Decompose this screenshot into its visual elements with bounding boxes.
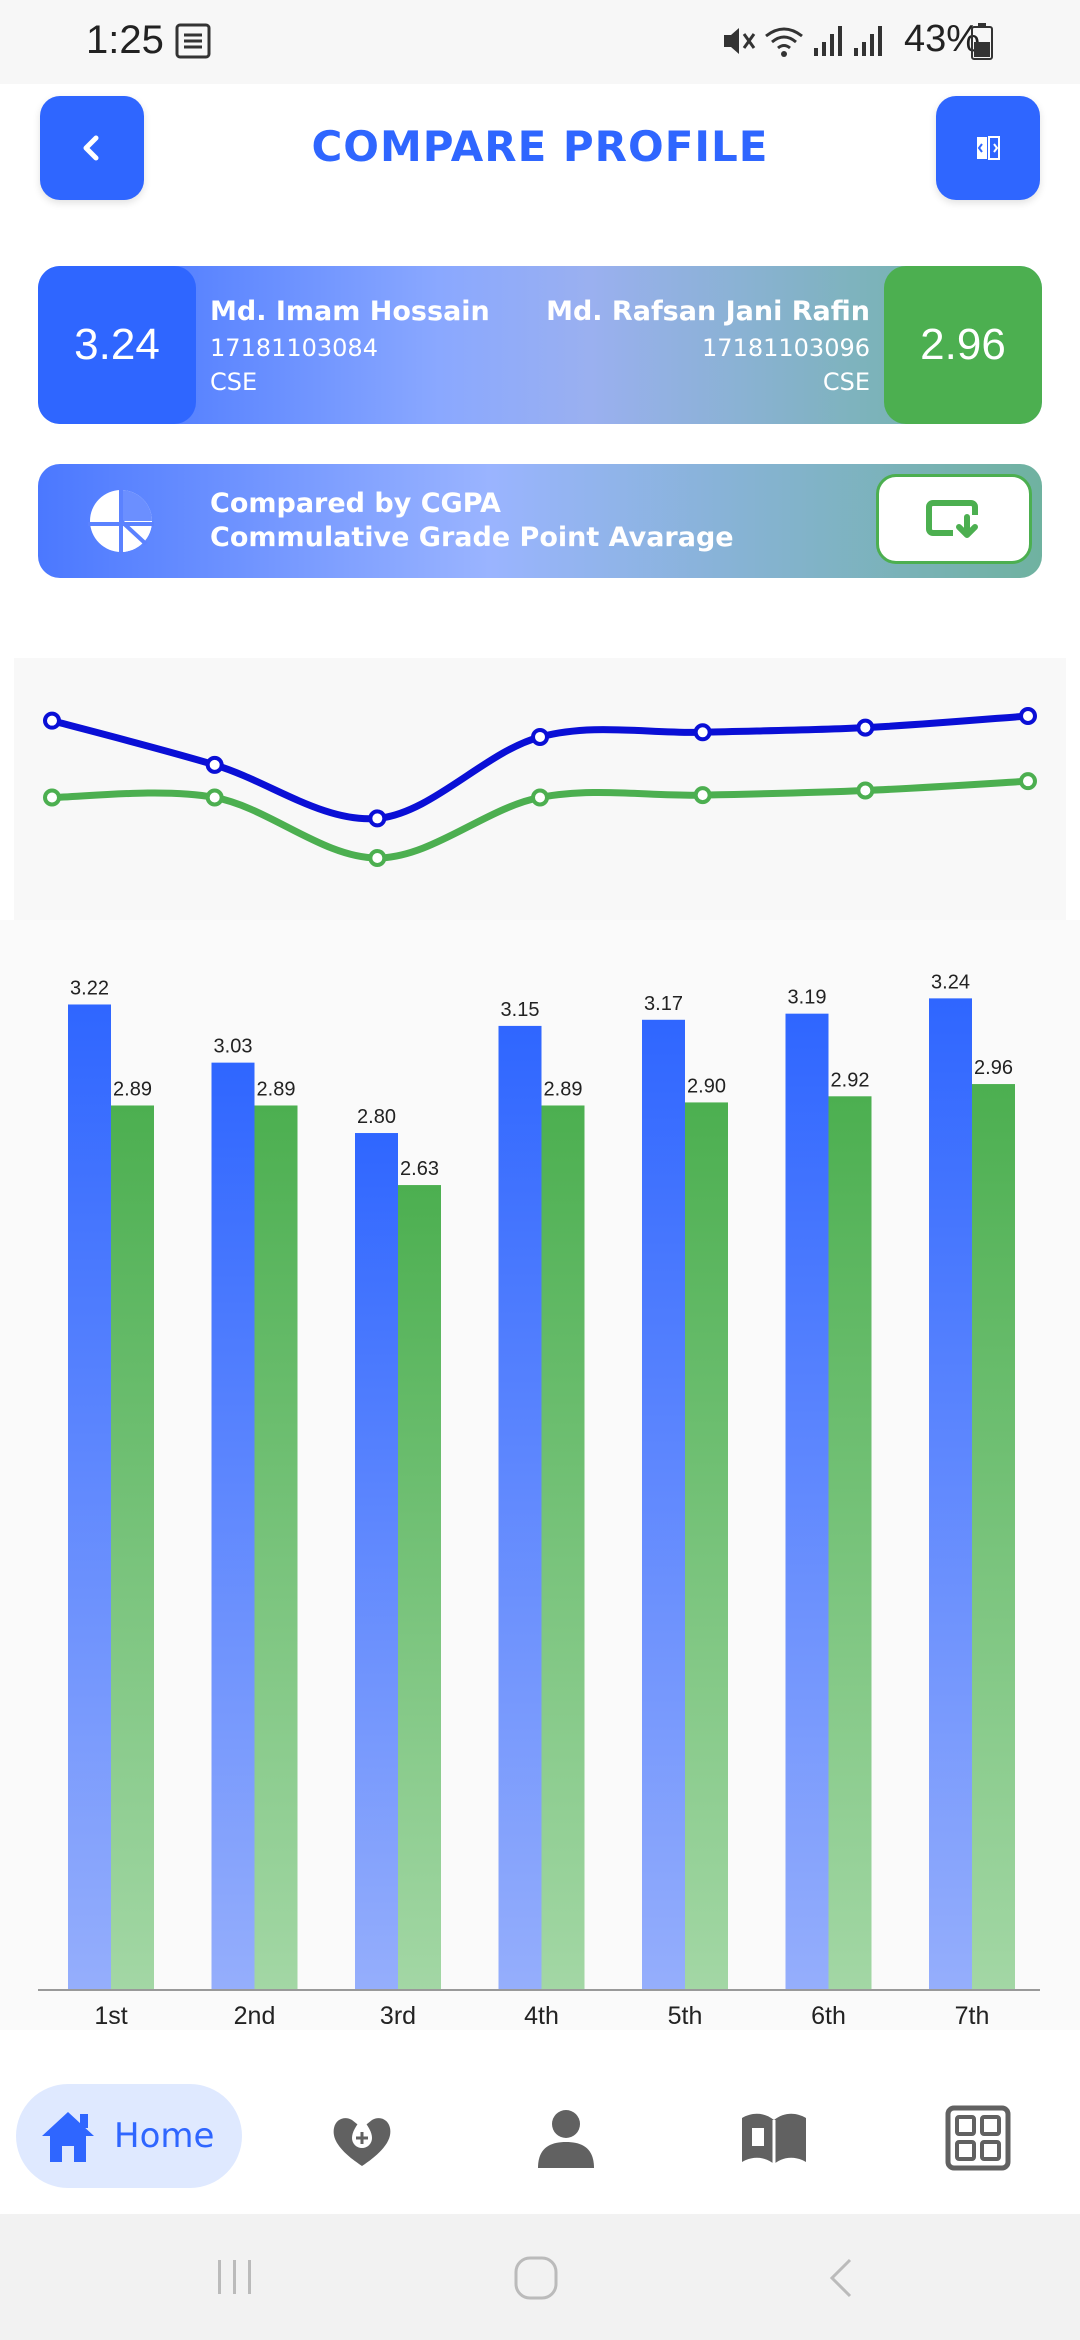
export-button[interactable]: [876, 474, 1032, 564]
signal-icon: [810, 22, 890, 65]
bar-series-1-1st: [68, 1004, 111, 1990]
compare-type-card[interactable]: Compared by CGPA Commulative Grade Point…: [38, 464, 1042, 578]
pie-chart-icon: [86, 486, 156, 561]
bar-series-1-2nd: [211, 1062, 255, 1990]
right-name: Md. Rafsan Jani Rafin: [546, 296, 870, 327]
news-icon: [174, 22, 212, 65]
export-icon: [926, 500, 978, 538]
line-point: [368, 809, 387, 828]
wifi-icon: [762, 22, 806, 65]
nav-library[interactable]: [734, 2098, 814, 2178]
bar-value-label: 3.03: [214, 1036, 253, 1058]
mute-icon: [718, 22, 756, 65]
x-tick-label: 6th: [811, 2002, 846, 2030]
bar-value-label: 2.89: [113, 1078, 152, 1100]
line-point: [531, 727, 549, 746]
bar-value-label: 3.19: [788, 987, 827, 1009]
nav-donate[interactable]: [322, 2098, 402, 2178]
battery-percent: 43%: [903, 18, 980, 60]
bar-series-2-6th: [828, 1096, 872, 1990]
nav-home-label: Home: [114, 2116, 215, 2156]
nav-menu[interactable]: [938, 2098, 1018, 2178]
book-icon: [742, 2113, 806, 2164]
swap-icon: [977, 136, 1000, 160]
home-system-icon[interactable]: [512, 2254, 560, 2307]
bar-value-label: 2.92: [831, 1069, 870, 1091]
line-chart-svg: [43, 707, 1037, 867]
person-icon: [538, 2110, 594, 2168]
line-point: [205, 755, 224, 774]
bar-value-label: 3.22: [70, 977, 109, 999]
battery-icon: [970, 22, 994, 65]
line-point: [205, 788, 224, 807]
bar-series-1-4th: [498, 1025, 542, 1990]
page-title: COMPARE PROFILE: [311, 122, 769, 171]
x-tick-label: 2nd: [234, 2002, 276, 2030]
bar-value-label: 2.96: [974, 1057, 1013, 1079]
nav-profile[interactable]: [526, 2098, 606, 2178]
line-point: [1019, 707, 1037, 725]
compare-title: Compared by CGPA: [210, 488, 501, 519]
grid-icon: [945, 2105, 1011, 2171]
bar-series-1-5th: [642, 1019, 685, 1990]
right-cgpa: 2.96: [884, 266, 1042, 424]
x-tick-label: 5th: [668, 2002, 703, 2030]
blood-donation-icon: [333, 2118, 391, 2166]
system-nav-bar: [0, 2214, 1080, 2340]
bar-value-label: 3.24: [931, 971, 970, 993]
bar-value-label: 2.89: [257, 1078, 296, 1100]
line-point: [368, 849, 387, 867]
left-cgpa: 3.24: [38, 266, 196, 424]
line-point: [856, 718, 875, 737]
bar-value-label: 2.63: [400, 1158, 439, 1180]
line-point: [531, 788, 549, 807]
bar-series-2-3rd: [398, 1185, 441, 1990]
left-name: Md. Imam Hossain: [210, 296, 490, 327]
line-point: [43, 788, 61, 807]
swap-button[interactable]: [936, 96, 1040, 200]
right-id: 17181103096: [702, 334, 870, 362]
right-dept: CSE: [822, 368, 870, 396]
bar-series-1-3rd: [355, 1133, 398, 1990]
status-time: 1:25: [86, 18, 164, 62]
left-dept: CSE: [210, 368, 258, 396]
bar-series-2-7th: [972, 1084, 1015, 1990]
recent-apps-icon[interactable]: [212, 2254, 258, 2305]
bar-value-label: 3.17: [644, 993, 683, 1015]
bar-value-label: 3.15: [501, 999, 540, 1021]
bar-series-2-4th: [541, 1105, 585, 1990]
x-tick-label: 7th: [955, 2002, 990, 2030]
line-point: [1019, 772, 1037, 791]
line-point: [693, 786, 712, 805]
home-icon: [42, 2112, 94, 2162]
left-id: 17181103084: [210, 334, 378, 362]
bar-series-2-2nd: [254, 1105, 298, 1990]
bar-value-label: 2.89: [544, 1078, 583, 1100]
bar-value-label: 2.90: [687, 1075, 726, 1097]
line-point: [43, 711, 61, 730]
bar-value-label: 2.80: [357, 1106, 396, 1128]
x-tick-label: 1st: [94, 2002, 127, 2030]
bottom-nav: Home: [0, 2056, 1080, 2214]
bar-chart-svg: 3.222.891st3.032.892nd2.802.633rd3.152.8…: [38, 971, 1040, 2030]
bar-series-2-5th: [685, 1102, 728, 1990]
line-point: [693, 723, 712, 742]
bar-chart: 3.22 2.89 1st 3.03 2.89 2nd 2.80 2.63 3rd 3.15 2.8…: [0, 920, 1080, 2030]
bar-series-2-1st: [111, 1105, 154, 1990]
compare-subtitle: Commulative Grade Point Avarage: [210, 522, 734, 553]
bar-series-1-6th: [785, 1013, 829, 1990]
back-system-icon[interactable]: [822, 2254, 862, 2307]
line-point: [856, 781, 875, 800]
line-chart: [14, 658, 1066, 920]
status-bar: 1:25 43%: [0, 0, 1080, 84]
chevron-left-icon: [83, 135, 99, 161]
profile-compare-card: 3.24 Md. Imam Hossain 17181103084 CSE Md…: [38, 266, 1042, 424]
back-button[interactable]: [40, 96, 144, 200]
bar-series-1-7th: [929, 998, 972, 1990]
x-tick-label: 3rd: [380, 2002, 416, 2030]
nav-home[interactable]: Home: [16, 2084, 242, 2188]
x-tick-label: 4th: [524, 2002, 559, 2030]
